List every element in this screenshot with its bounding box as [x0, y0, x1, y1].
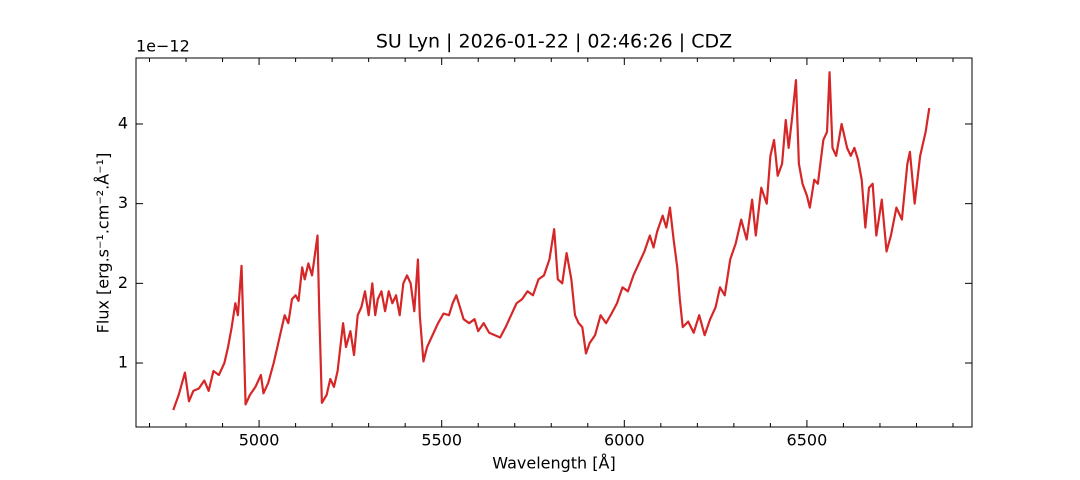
y-axis-label: Flux [erg.s⁻¹.cm⁻².Å⁻¹] [94, 153, 113, 334]
x-tick-label: 5000 [239, 431, 280, 450]
x-axis-label: Wavelength [Å] [492, 454, 615, 473]
y-tick-label: 4 [118, 113, 128, 132]
y-tick-label: 1 [118, 353, 128, 372]
plot-frame [135, 57, 973, 428]
x-tick-label: 6500 [787, 431, 828, 450]
y-offset-label: 1e−12 [136, 37, 190, 56]
y-tick-label: 3 [118, 193, 128, 212]
spectrum-line [172, 71, 931, 411]
x-tick-label: 6000 [604, 431, 645, 450]
chart-title: SU Lyn | 2026-01-22 | 02:46:26 | CDZ [376, 31, 732, 53]
x-tick-label: 5500 [421, 431, 462, 450]
y-tick-label: 2 [118, 273, 128, 292]
